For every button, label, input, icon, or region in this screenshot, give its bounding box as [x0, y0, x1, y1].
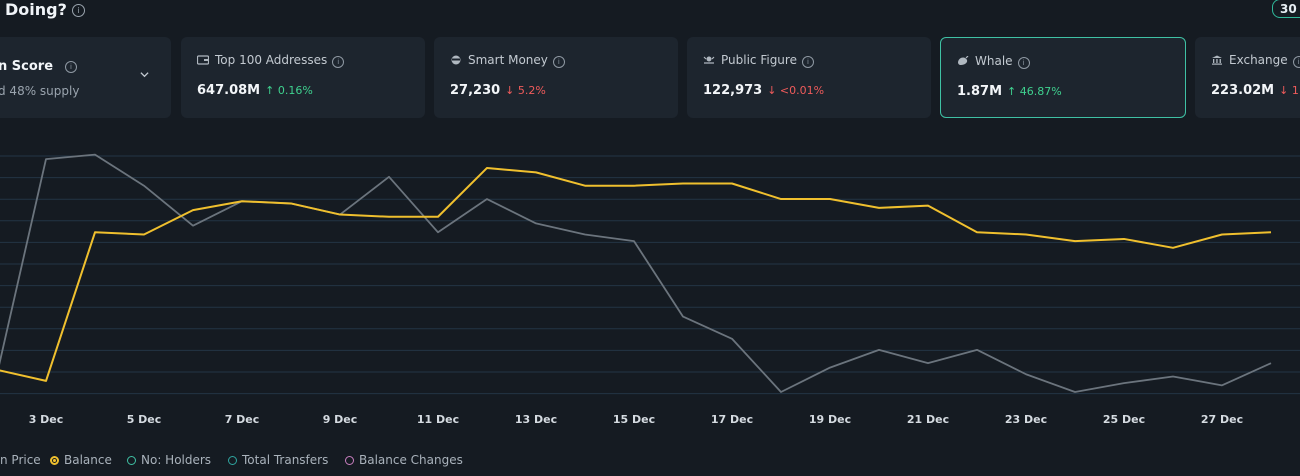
info-icon[interactable]: i: [1292, 56, 1300, 68]
wallet-icon: [196, 55, 210, 65]
card-change: ↓ 5.2%: [505, 84, 546, 97]
x-axis-ticks: 3 Dec 5 Dec 7 Dec 9 Dec 11 Dec 13 Dec 15 Dec 17…: [29, 413, 1243, 426]
x-tick-label: 23 Dec: [1005, 413, 1047, 426]
card-value-number: 647.08M: [197, 83, 261, 98]
public-figure-icon: [703, 55, 715, 65]
info-icon[interactable]: i: [801, 56, 814, 68]
x-tick-label: 3 Dec: [29, 413, 64, 426]
card-name: Public Figure: [721, 53, 797, 67]
card-change: ↑ 0.16%: [265, 84, 313, 97]
bank-icon: [1211, 55, 1223, 65]
card-value-number: 122,973: [703, 83, 763, 98]
legend-item-balance[interactable]: Balance: [50, 453, 112, 467]
card-value-number: 223.02M: [1211, 83, 1275, 98]
x-tick-label: 19 Dec: [809, 413, 851, 426]
smart-money-card[interactable]: Smart Money i 27,230 ↓ 5.2%: [434, 37, 678, 118]
card-title: Public Figure i: [703, 53, 814, 68]
page-title: Doing? i: [5, 0, 85, 19]
card-value: 223.02M ↓ 1.7: [1211, 83, 1300, 98]
card-title: Smart Money i: [450, 53, 565, 68]
card-value: 1.87M ↑ 46.87%: [957, 84, 1062, 99]
period-button[interactable]: 30: [1272, 0, 1300, 18]
legend-dot-icon: [127, 456, 136, 465]
chart-series: [0, 153, 1272, 393]
card-title: Top 100 Addresses i: [196, 53, 345, 68]
legend-dot-icon: [50, 456, 59, 465]
card-value: 122,973 ↓ <0.01%: [703, 83, 824, 98]
card-value-number: 1.87M: [957, 84, 1003, 99]
legend-dot-icon: [228, 456, 237, 465]
whale-card[interactable]: Whale i 1.87M ↑ 46.87%: [940, 37, 1186, 118]
x-tick-label: 7 Dec: [225, 413, 260, 426]
x-tick-label: 27 Dec: [1201, 413, 1243, 426]
series-line-price[interactable]: [0, 153, 1272, 393]
legend-label: Total Transfers: [242, 453, 329, 467]
info-icon[interactable]: i: [1017, 57, 1030, 69]
series-line-balance[interactable]: [0, 166, 1272, 382]
info-icon[interactable]: i: [65, 61, 78, 73]
x-tick-label: 15 Dec: [613, 413, 655, 426]
score-card-title: n Score i: [0, 59, 78, 74]
info-icon[interactable]: i: [71, 4, 85, 17]
card-value-number: 27,230: [450, 83, 501, 98]
card-name: Exchange: [1229, 53, 1288, 67]
line-chart[interactable]: 3 Dec 5 Dec 7 Dec 9 Dec 11 Dec 13 Dec 15 Dec 17…: [0, 140, 1300, 435]
card-value: 647.08M ↑ 0.16%: [197, 83, 313, 98]
legend-item-changes[interactable]: Balance Changes: [345, 453, 463, 467]
legend-dot-icon: [345, 456, 354, 465]
legend-item-transfers[interactable]: Total Transfers: [228, 453, 328, 467]
exchange-card[interactable]: Exchange i 223.02M ↓ 1.7: [1195, 37, 1300, 118]
whale-icon: [957, 55, 969, 66]
card-change: ↑ 46.87%: [1007, 85, 1062, 98]
card-change: ↓ 1.7: [1279, 84, 1300, 97]
card-title: Exchange i: [1211, 53, 1300, 68]
x-tick-label: 13 Dec: [515, 413, 557, 426]
smart-money-icon: [450, 55, 462, 65]
top-100-card[interactable]: Top 100 Addresses i 647.08M ↑ 0.16%: [181, 37, 425, 118]
public-figure-card[interactable]: Public Figure i 122,973 ↓ <0.01%: [687, 37, 931, 118]
legend-label: Balance: [64, 453, 112, 467]
card-name: Top 100 Addresses: [215, 53, 328, 67]
legend-label: Balance Changes: [359, 453, 463, 467]
x-tick-label: 11 Dec: [417, 413, 459, 426]
card-value: 27,230 ↓ 5.2%: [450, 83, 546, 98]
info-icon[interactable]: i: [332, 56, 345, 68]
card-change: ↓ <0.01%: [767, 84, 825, 97]
score-card[interactable]: n Score i d 48% supply: [0, 37, 171, 118]
x-tick-label: 21 Dec: [907, 413, 949, 426]
x-tick-label: 5 Dec: [127, 413, 162, 426]
score-card-name: n Score: [0, 59, 54, 74]
info-icon[interactable]: i: [552, 56, 565, 68]
chart-grid: [0, 155, 1300, 395]
legend-label: n Price: [0, 453, 41, 467]
legend-label: No: Holders: [141, 453, 212, 467]
score-card-subtitle: d 48% supply: [0, 84, 80, 98]
card-name: Whale: [975, 54, 1013, 68]
x-tick-label: 9 Dec: [323, 413, 358, 426]
card-title: Whale i: [957, 54, 1030, 69]
chevron-down-icon[interactable]: [140, 70, 149, 79]
x-tick-label: 17 Dec: [711, 413, 753, 426]
card-name: Smart Money: [468, 53, 548, 67]
page-title-text: Doing?: [5, 0, 67, 19]
legend-item-holders[interactable]: No: Holders: [127, 453, 211, 467]
x-tick-label: 25 Dec: [1103, 413, 1145, 426]
legend-item-price[interactable]: n Price: [0, 453, 41, 467]
